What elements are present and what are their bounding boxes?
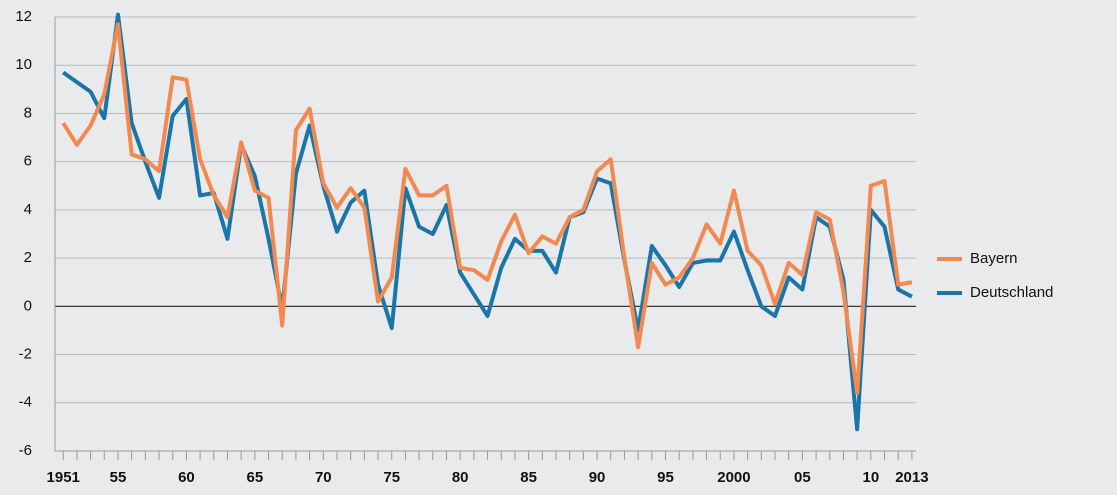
x-tick-label: 1951	[47, 469, 80, 486]
x-tick-label: 70	[315, 469, 332, 486]
y-tick-label: 12	[15, 8, 32, 25]
x-tick-label: 05	[794, 469, 811, 486]
y-tick-label: -6	[19, 442, 32, 459]
legend-label: Bayern	[970, 250, 1018, 267]
x-tick-label: 60	[178, 469, 195, 486]
y-tick-label: -2	[19, 346, 32, 363]
x-tick-label: 55	[110, 469, 127, 486]
x-tick-label: 2000	[717, 469, 750, 486]
x-tick-label: 10	[862, 469, 879, 486]
x-tick-label: 2013	[895, 469, 928, 486]
x-tick-label: 80	[452, 469, 469, 486]
y-tick-label: 4	[24, 201, 32, 218]
x-tick-label: 95	[657, 469, 674, 486]
x-tick-label: 75	[383, 469, 400, 486]
x-tick-label: 65	[247, 469, 264, 486]
y-tick-label: 8	[24, 104, 32, 121]
y-tick-label: 2	[24, 249, 32, 266]
legend-label: Deutschland	[970, 284, 1053, 301]
x-tick-label: 90	[589, 469, 606, 486]
series-line	[62, 12, 913, 432]
x-tick-label: 85	[520, 469, 537, 486]
y-tick-label: -4	[19, 394, 32, 411]
series-line	[61, 22, 913, 396]
y-tick-label: 0	[24, 297, 32, 314]
y-tick-label: 6	[24, 153, 32, 170]
y-tick-label: 10	[15, 56, 32, 73]
